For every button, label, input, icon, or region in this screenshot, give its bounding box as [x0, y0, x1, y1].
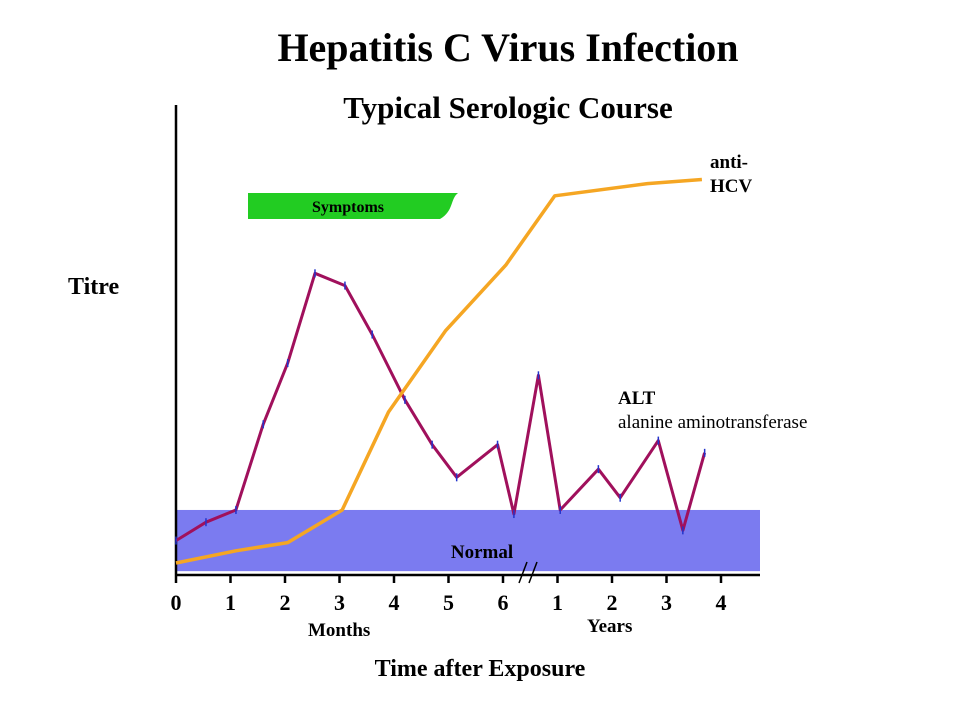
x-tick-label: 2	[280, 590, 291, 615]
x-tick-label: 1	[552, 590, 563, 615]
x-axis-label: Time after Exposure	[374, 656, 586, 682]
years-label: Years	[587, 616, 633, 637]
x-tick-label: 1	[225, 590, 236, 615]
anti-hcv-series-line	[175, 177, 703, 565]
y-axis-label: Titre	[68, 274, 120, 300]
months-label: Months	[308, 620, 371, 641]
alt-label: ALT	[618, 388, 656, 409]
x-tick-label: 0	[171, 590, 182, 615]
alt-sublabel: alanine aminotransferase	[618, 412, 808, 433]
chart-title: Hepatitis C Virus Infection	[277, 25, 739, 70]
x-tick-label: 4	[389, 590, 400, 615]
normal-band-label: Normal	[451, 542, 513, 563]
symptoms-band-label: Symptoms	[312, 199, 384, 216]
chart-subtitle: Typical Serologic Course	[343, 90, 673, 125]
axis-break-mark	[528, 561, 538, 584]
axis-break-mark	[518, 561, 528, 584]
anti-hcv-label-line2: HCV	[710, 176, 753, 197]
x-tick-label: 6	[498, 590, 509, 615]
x-tick-label: 2	[607, 590, 618, 615]
normal-band	[176, 509, 760, 572]
x-tick-label: 4	[716, 590, 727, 615]
x-tick-label: 3	[334, 590, 345, 615]
symptoms-band	[248, 193, 458, 219]
anti-hcv-label-line1: anti-	[710, 152, 748, 173]
x-tick-label: 3	[661, 590, 672, 615]
x-tick-label: 5	[443, 590, 454, 615]
alt-series-line	[175, 271, 707, 542]
